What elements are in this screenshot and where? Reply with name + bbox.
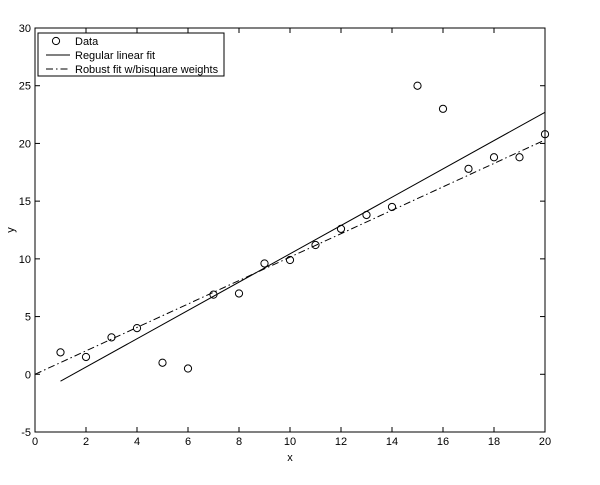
x-axis-ticks: 0 2 4 6 8 10 12 14 16 18 20 — [32, 28, 551, 448]
y-tick-label: 0 — [25, 369, 31, 381]
robust-fit-line — [34, 139, 546, 375]
x-tick-label: 4 — [134, 436, 140, 448]
data-point — [285, 255, 295, 265]
data-point — [107, 333, 116, 342]
data-point — [438, 104, 448, 113]
data-point — [56, 348, 65, 357]
y-tick-label: 5 — [25, 312, 31, 324]
data-point — [183, 364, 193, 373]
x-tick-label: 2 — [83, 436, 89, 448]
data-point — [311, 240, 320, 250]
data-point — [489, 153, 499, 162]
data-point — [132, 324, 142, 333]
legend-marker-circle — [51, 36, 61, 46]
y-tick-label: 15 — [19, 196, 31, 208]
axes — [34, 27, 546, 433]
y-axis-ticks: -5 0 5 10 15 20 25 30 — [19, 23, 545, 439]
plot-frame — [34, 27, 546, 433]
data-point — [413, 81, 422, 90]
legend-label: Data — [75, 36, 99, 48]
data-point — [260, 259, 269, 268]
data-point — [336, 224, 346, 233]
y-tick-label: 10 — [19, 254, 31, 266]
legend-label: Robust fit w/bisquare weights — [75, 64, 219, 76]
linear-fit-line — [60, 111, 546, 382]
x-tick-label: 12 — [335, 436, 347, 448]
series-layer — [34, 81, 550, 382]
x-tick-label: 8 — [236, 436, 242, 448]
legend: Data Regular linear fit Robust fit w/bisqu… — [37, 32, 225, 77]
y-tick-label: 25 — [19, 81, 31, 93]
data-point — [234, 289, 244, 298]
x-tick-label: 6 — [185, 436, 191, 448]
x-tick-label: 0 — [32, 436, 38, 448]
y-tick-label: 30 — [19, 23, 31, 35]
x-tick-label: 16 — [437, 436, 449, 448]
x-tick-label: 10 — [284, 436, 296, 448]
y-axis-label: y — [5, 227, 17, 233]
x-tick-label: 20 — [539, 436, 551, 448]
data-point — [540, 130, 550, 139]
data-point — [464, 164, 473, 173]
legend-label: Regular linear fit — [75, 50, 155, 62]
x-tick-label: 14 — [386, 436, 398, 448]
data-point — [81, 352, 91, 362]
data-point — [158, 358, 167, 367]
x-axis-label: x — [287, 452, 293, 464]
x-tick-label: 18 — [488, 436, 500, 448]
y-tick-label: -5 — [21, 427, 31, 439]
y-tick-label: 20 — [19, 138, 31, 150]
data-point — [515, 153, 524, 162]
